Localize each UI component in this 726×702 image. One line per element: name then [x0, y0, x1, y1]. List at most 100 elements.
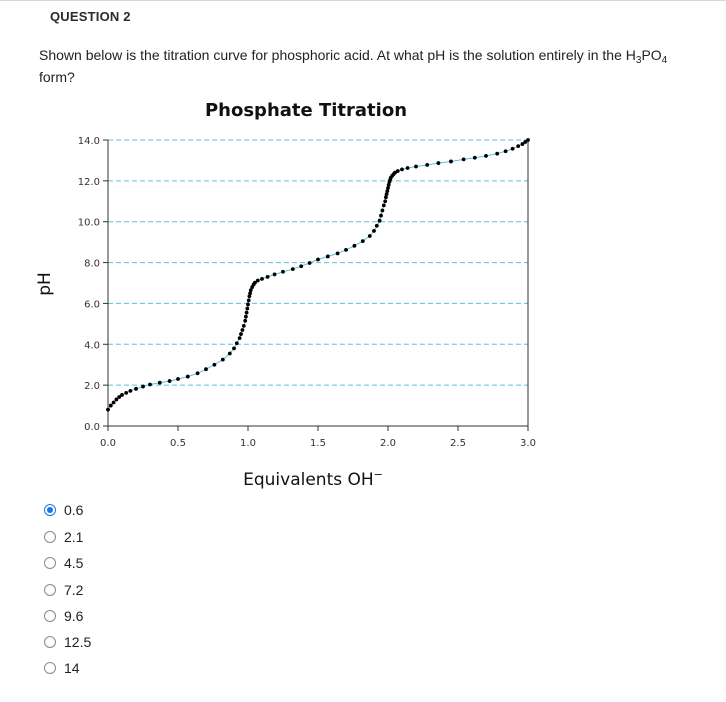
data-point	[134, 386, 138, 391]
data-point	[352, 243, 357, 248]
data-point	[234, 341, 239, 346]
data-point	[255, 278, 260, 283]
prompt-text-2: PO	[641, 47, 662, 63]
titration-chart: Phosphate Titration 0.0 2.0 4.0 6.0 8.0 10.0 1…	[35, 100, 536, 490]
chart-axes	[103, 139, 529, 431]
data-point	[384, 195, 388, 200]
data-point	[360, 239, 365, 244]
data-point	[232, 346, 236, 351]
answer-option-0.6[interactable]: 0.6	[44, 500, 83, 520]
radio-button[interactable]	[44, 531, 56, 543]
x-tick-label: 1.5	[310, 438, 326, 449]
data-point	[381, 203, 386, 208]
y-tick-label: 6.0	[84, 299, 100, 310]
data-point	[212, 362, 217, 367]
data-point	[243, 318, 248, 323]
data-point	[384, 192, 389, 197]
radio-button[interactable]	[44, 662, 56, 674]
data-point	[117, 395, 122, 399]
answer-option-14[interactable]: 14	[44, 658, 80, 678]
answer-option-4.5[interactable]: 4.5	[44, 553, 83, 573]
x-tick-label: 3.0	[520, 438, 536, 449]
data-point	[414, 164, 418, 169]
prompt-text-3: form?	[39, 69, 75, 85]
y-axis-label: pH	[35, 272, 55, 296]
x-tick-label: 0.5	[170, 438, 186, 449]
data-point	[374, 223, 379, 228]
radio-button[interactable]	[44, 636, 56, 648]
data-point	[385, 189, 390, 193]
radio-button[interactable]	[44, 584, 56, 596]
answer-option-9.6[interactable]: 9.6	[44, 606, 83, 626]
data-point	[372, 229, 376, 233]
x-axis-label: Equivalents OH−	[243, 468, 383, 490]
radio-button[interactable]	[44, 557, 56, 569]
data-point	[395, 169, 400, 173]
prompt-text-1: Shown below is the titration curve for p…	[39, 47, 636, 63]
answer-option-2.1[interactable]: 2.1	[44, 527, 83, 547]
prompt-sub-2: 4	[661, 55, 668, 66]
prompt-sub-1: 3	[635, 55, 642, 66]
data-point	[241, 324, 246, 328]
data-point	[244, 314, 248, 319]
data-point	[520, 142, 525, 146]
data-point	[472, 155, 477, 160]
data-point	[344, 248, 348, 252]
data-point	[461, 157, 466, 162]
y-tick-label: 12.0	[78, 177, 100, 188]
answer-option-label: 0.6	[64, 502, 84, 518]
answer-option-label: 9.6	[64, 608, 84, 624]
titration-curve	[107, 139, 529, 410]
data-point	[523, 140, 528, 144]
data-point	[281, 269, 285, 274]
answer-option-label: 12.5	[64, 634, 92, 650]
data-point	[386, 183, 391, 187]
data-point	[247, 294, 252, 299]
data-point	[260, 277, 264, 281]
data-point	[248, 288, 253, 293]
data-point	[405, 166, 410, 170]
answer-option-7.2[interactable]: 7.2	[44, 580, 83, 600]
y-tick-labels: 0.0 2.0 4.0 6.0 8.0 10.0 12.0 14.0	[78, 136, 100, 433]
data-point	[325, 254, 330, 259]
data-point	[237, 336, 242, 341]
data-point	[157, 380, 162, 385]
answer-option-12.5[interactable]: 12.5	[44, 632, 91, 652]
data-point	[516, 144, 521, 149]
data-point	[124, 391, 129, 395]
x-tick-label: 1.0	[240, 438, 256, 449]
data-point	[393, 170, 397, 175]
data-point	[299, 264, 304, 269]
data-point	[108, 403, 113, 408]
data-point	[383, 199, 388, 204]
data-point	[141, 384, 145, 389]
data-point	[484, 154, 488, 158]
question-heading: QUESTION 2	[50, 9, 131, 24]
data-point	[290, 267, 295, 272]
data-point	[272, 272, 277, 277]
data-point	[335, 251, 340, 256]
data-point	[386, 186, 390, 190]
x-tick-labels: 0.0 0.5 1.0 1.5 2.0 2.5 3.0	[100, 438, 536, 449]
data-point	[265, 274, 270, 279]
data-point	[425, 163, 430, 167]
data-point	[176, 377, 180, 381]
x-axis-label-sup: −	[374, 468, 383, 481]
radio-button[interactable]	[44, 504, 56, 516]
y-tick-label: 10.0	[78, 218, 100, 229]
y-tick-label: 4.0	[84, 340, 100, 351]
x-axis-label-text: Equivalents OH	[243, 470, 374, 490]
data-point	[185, 374, 190, 379]
y-tick-label: 2.0	[84, 381, 100, 392]
answer-option-label: 14	[64, 660, 80, 676]
x-tick-label: 0.0	[100, 438, 116, 449]
data-point	[436, 161, 441, 165]
data-point	[510, 146, 515, 151]
y-tick-label: 8.0	[84, 259, 100, 270]
data-point	[128, 388, 133, 393]
answer-option-label: 2.1	[64, 529, 84, 545]
data-point	[148, 382, 152, 387]
data-point	[379, 213, 383, 218]
data-point	[526, 138, 530, 142]
radio-button[interactable]	[44, 610, 56, 622]
